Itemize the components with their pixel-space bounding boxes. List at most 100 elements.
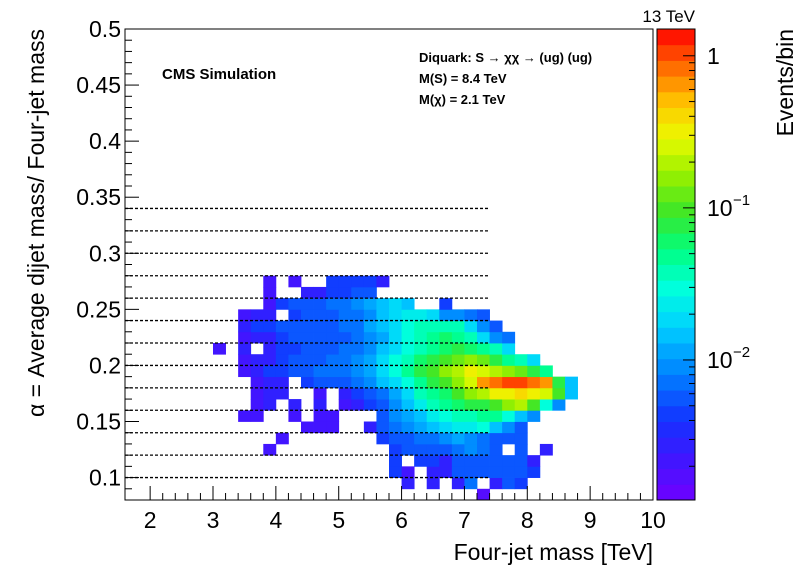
heatmap-cell bbox=[502, 354, 516, 366]
energy-label: 13 TeV bbox=[642, 7, 695, 26]
heatmap-cell bbox=[527, 455, 541, 467]
heatmap-cell bbox=[351, 343, 365, 355]
heatmap-cell bbox=[439, 466, 453, 478]
heatmap-cell bbox=[301, 320, 314, 333]
color-scale-band bbox=[657, 248, 695, 265]
heatmap-cell bbox=[565, 387, 578, 400]
heatmap-cell bbox=[313, 331, 327, 344]
heatmap-cell bbox=[263, 286, 277, 299]
heatmap-cell bbox=[451, 331, 465, 344]
heatmap-cell bbox=[502, 421, 516, 434]
heatmap-cell bbox=[426, 387, 440, 400]
x-tick-label: 10 bbox=[640, 507, 666, 533]
heatmap-cell bbox=[477, 410, 490, 422]
heatmap-cell bbox=[238, 331, 252, 344]
heatmap-cell bbox=[363, 365, 377, 378]
heatmap-cell bbox=[489, 466, 503, 478]
heatmap-cell bbox=[275, 343, 289, 355]
heatmap-cell bbox=[414, 399, 428, 411]
x-tick-label: 3 bbox=[207, 507, 220, 533]
color-scale-band bbox=[657, 44, 695, 61]
heatmap-cell bbox=[288, 399, 302, 411]
experiment-label: CMS Simulation bbox=[162, 66, 276, 83]
heatmap-cell bbox=[426, 443, 440, 456]
heatmap-cell bbox=[502, 399, 516, 411]
heatmap-cell bbox=[275, 331, 289, 344]
heatmap-cell bbox=[414, 343, 428, 355]
heatmap-cell bbox=[451, 376, 465, 389]
heatmap-cell bbox=[464, 387, 478, 400]
color-scale-band bbox=[657, 327, 695, 344]
heatmap-cell bbox=[389, 466, 402, 478]
heatmap-cell bbox=[464, 343, 478, 355]
heatmap-cell bbox=[426, 331, 440, 344]
heatmap-cell bbox=[288, 354, 302, 366]
heatmap-cell bbox=[464, 365, 478, 378]
color-scale-band bbox=[657, 29, 695, 46]
heatmap-cell bbox=[489, 387, 503, 400]
color-scale-band bbox=[657, 76, 695, 93]
heatmap-cell bbox=[326, 343, 340, 355]
heatmap-cell bbox=[238, 343, 252, 355]
heatmap-cell bbox=[351, 320, 365, 333]
heatmap-cell bbox=[502, 477, 516, 490]
heatmap-cell bbox=[426, 410, 440, 422]
heatmap-cell bbox=[326, 298, 340, 310]
y-tick-label: 0.2 bbox=[89, 352, 121, 378]
heatmap-cell bbox=[338, 365, 352, 378]
heatmap-cell bbox=[326, 286, 340, 299]
heatmap-cell bbox=[389, 387, 402, 400]
heatmap-cell bbox=[313, 410, 327, 422]
color-scale-ticks: 110−110−2 bbox=[683, 43, 750, 467]
x-tick-label: 9 bbox=[584, 507, 597, 533]
heatmap-cell bbox=[288, 365, 302, 378]
heatmap-cell bbox=[326, 275, 340, 288]
heatmap-cell bbox=[376, 410, 390, 422]
heatmap-cell bbox=[426, 365, 440, 378]
heatmap-cell bbox=[301, 354, 314, 366]
heatmap-cell bbox=[363, 286, 377, 299]
heatmap-cell bbox=[351, 331, 365, 344]
heatmap-cell bbox=[389, 354, 402, 366]
heatmap-cell bbox=[565, 376, 578, 389]
heatmap-cell bbox=[464, 443, 478, 456]
heatmap-cell bbox=[502, 432, 516, 445]
heatmap-cell bbox=[376, 365, 390, 378]
heatmap-cell bbox=[451, 410, 465, 422]
heatmap-cell bbox=[389, 298, 402, 310]
heatmap-cell bbox=[414, 455, 428, 467]
heatmap-cell bbox=[338, 309, 352, 321]
color-scale-band bbox=[657, 405, 695, 422]
heatmap-cell bbox=[250, 331, 264, 344]
heatmap-cell bbox=[527, 376, 541, 389]
info-line-mass-chi: M(χ) = 2.1 TeV bbox=[419, 92, 506, 107]
heatmap-cell bbox=[313, 309, 327, 321]
heatmap-cell bbox=[439, 455, 453, 467]
heatmap-cell bbox=[389, 365, 402, 378]
heatmap-cell bbox=[489, 354, 503, 366]
heatmap-cell bbox=[527, 466, 541, 478]
heatmap-cell bbox=[464, 421, 478, 434]
heatmap-cell bbox=[313, 421, 327, 434]
heatmap-cell bbox=[477, 309, 490, 321]
heatmap-cell bbox=[301, 343, 314, 355]
x-tick-label: 2 bbox=[144, 507, 157, 533]
heatmap-cell bbox=[376, 421, 390, 434]
x-axis-ticks: 2 3 4 5 6 7 8 9 10 bbox=[144, 486, 666, 533]
heatmap-cell bbox=[263, 387, 277, 400]
heatmap-cell bbox=[514, 477, 528, 490]
heatmap-cell bbox=[489, 410, 503, 422]
color-scale-band bbox=[657, 280, 695, 297]
heatmap-cell bbox=[275, 387, 289, 400]
info-line-mass-s: M(S) = 8.4 TeV bbox=[419, 71, 507, 86]
heatmap-cell bbox=[275, 365, 289, 378]
heatmap-cell bbox=[263, 309, 277, 321]
heatmap-cell bbox=[464, 466, 478, 478]
heatmap-cell bbox=[451, 354, 465, 366]
heatmap-cell bbox=[401, 466, 415, 478]
heatmap-cell bbox=[263, 376, 277, 389]
heatmap-cell bbox=[363, 399, 377, 411]
heatmap-cell bbox=[451, 443, 465, 456]
heatmap-cell bbox=[514, 432, 528, 445]
heatmap-cell bbox=[351, 399, 365, 411]
